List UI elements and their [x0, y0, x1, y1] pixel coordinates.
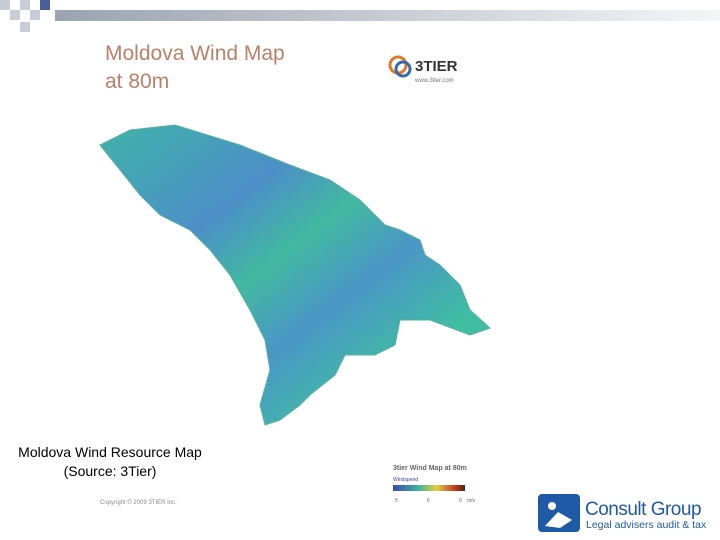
- moldova-map: [99, 124, 491, 426]
- legend-unit: m/s: [467, 498, 476, 504]
- source-logo: 3TIER www.3tier.com: [388, 55, 458, 84]
- legend-tick: 5: [395, 498, 398, 504]
- map-title: Moldova Wind Map: [105, 42, 285, 65]
- company-logo: Consult Group Legal advisers audit & tax: [538, 494, 707, 532]
- legend-tick: 9: [459, 498, 462, 504]
- legend-tick: 6: [427, 498, 430, 504]
- logo-url: www.3tier.com: [414, 78, 454, 84]
- company-name: Consult Group: [585, 499, 701, 520]
- copyright: Copyright © 2009 3TIER Inc.: [100, 499, 177, 506]
- legend-label: Windspeed: [393, 477, 418, 483]
- legend-title: 3tier Wind Map at 80m: [393, 465, 467, 472]
- map-title: at 80m: [105, 70, 169, 93]
- legend: 3tier Wind Map at 80m Windspeed 5 6 9 m/…: [393, 465, 476, 504]
- caption: Moldova Wind Resource Map (Source: 3Tier…: [18, 444, 202, 479]
- logo-text: 3TIER: [415, 58, 458, 75]
- decor: [0, 0, 720, 32]
- company-tagline: Legal advisers audit & tax: [586, 519, 707, 531]
